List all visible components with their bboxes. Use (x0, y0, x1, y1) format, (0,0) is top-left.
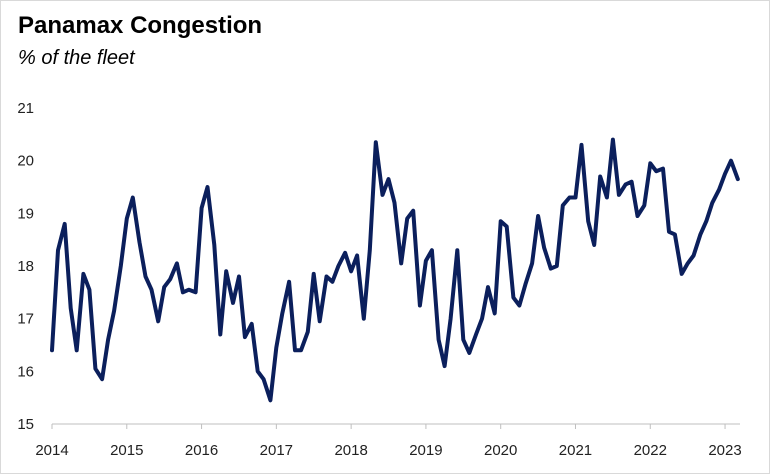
x-tick-label: 2016 (185, 442, 218, 459)
chart-title: Panamax Congestion (18, 12, 263, 39)
x-tick-label: 2023 (708, 442, 741, 459)
x-tick-label: 2020 (484, 442, 517, 459)
y-tick-label: 15 (17, 416, 34, 433)
x-axis-ticks: 2014 2015 2016 2017 2018 2019 2020 2021 2022 2023 (35, 442, 741, 459)
x-tick-label: 2018 (334, 442, 367, 459)
x-tick-label: 2017 (260, 442, 293, 459)
x-tick-label: 2022 (634, 442, 667, 459)
x-axis-tick-marks (51, 424, 726, 429)
y-tick-label: 18 (17, 258, 34, 275)
y-tick-label: 19 (17, 205, 34, 222)
x-tick-label: 2015 (110, 442, 143, 459)
y-tick-label: 16 (17, 363, 34, 380)
y-tick-label: 17 (17, 311, 34, 328)
y-tick-label: 21 (17, 100, 34, 117)
chart-subtitle: % of the fleet (18, 47, 135, 69)
x-tick-label: 2014 (35, 442, 68, 459)
series-line-panamax-congestion (50, 137, 740, 403)
y-axis-ticks: 15 16 17 18 19 20 21 (17, 100, 34, 433)
x-tick-label: 2019 (409, 442, 442, 459)
y-tick-label: 20 (17, 153, 34, 170)
x-tick-label: 2021 (559, 442, 592, 459)
